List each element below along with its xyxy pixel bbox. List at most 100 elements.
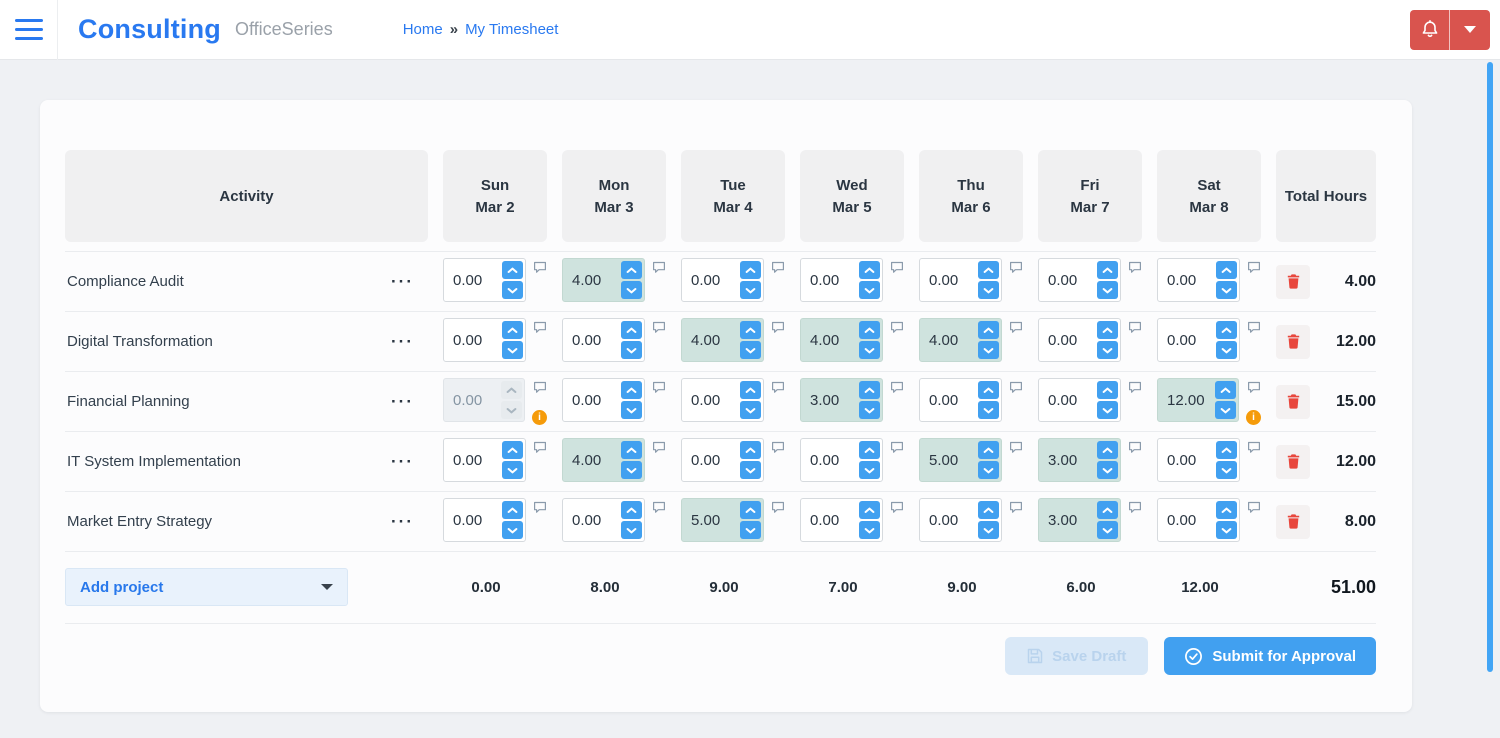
hours-input[interactable] bbox=[922, 450, 972, 470]
decrement-button[interactable] bbox=[859, 341, 880, 359]
increment-button[interactable] bbox=[978, 261, 999, 279]
row-menu-icon[interactable]: ··· bbox=[391, 392, 414, 411]
comment-icon[interactable] bbox=[1009, 441, 1023, 454]
comment-icon[interactable] bbox=[890, 321, 904, 334]
decrement-button[interactable] bbox=[1097, 521, 1118, 539]
comment-icon[interactable] bbox=[1247, 261, 1261, 274]
hours-input[interactable] bbox=[684, 270, 734, 290]
increment-button[interactable] bbox=[978, 321, 999, 339]
increment-button[interactable] bbox=[1216, 261, 1237, 279]
increment-button[interactable] bbox=[621, 381, 642, 399]
increment-button[interactable] bbox=[501, 381, 522, 399]
increment-button[interactable] bbox=[621, 501, 642, 519]
hours-input[interactable] bbox=[684, 510, 734, 530]
decrement-button[interactable] bbox=[859, 521, 880, 539]
comment-icon[interactable] bbox=[1247, 381, 1261, 394]
comment-icon[interactable] bbox=[771, 441, 785, 454]
increment-button[interactable] bbox=[740, 321, 761, 339]
increment-button[interactable] bbox=[740, 501, 761, 519]
increment-button[interactable] bbox=[1097, 321, 1118, 339]
hours-input[interactable] bbox=[1160, 270, 1210, 290]
delete-row-button[interactable] bbox=[1276, 384, 1310, 419]
increment-button[interactable] bbox=[859, 441, 880, 459]
hours-input[interactable] bbox=[684, 450, 734, 470]
increment-button[interactable] bbox=[1216, 501, 1237, 519]
hours-input[interactable] bbox=[446, 270, 496, 290]
save-draft-button[interactable]: Save Draft bbox=[1005, 637, 1149, 675]
comment-icon[interactable] bbox=[890, 261, 904, 274]
comment-icon[interactable] bbox=[1128, 501, 1142, 514]
increment-button[interactable] bbox=[1215, 381, 1236, 399]
increment-button[interactable] bbox=[1097, 441, 1118, 459]
hamburger-menu-button[interactable] bbox=[0, 0, 58, 60]
increment-button[interactable] bbox=[621, 441, 642, 459]
comment-icon[interactable] bbox=[771, 501, 785, 514]
hours-input[interactable] bbox=[922, 270, 972, 290]
increment-button[interactable] bbox=[740, 381, 761, 399]
comment-icon[interactable] bbox=[1009, 381, 1023, 394]
comment-icon[interactable] bbox=[652, 321, 666, 334]
hours-input[interactable] bbox=[446, 390, 496, 410]
increment-button[interactable] bbox=[1097, 381, 1118, 399]
add-project-dropdown[interactable]: Add project bbox=[65, 568, 348, 606]
decrement-button[interactable] bbox=[978, 401, 999, 419]
increment-button[interactable] bbox=[859, 321, 880, 339]
increment-button[interactable] bbox=[502, 441, 523, 459]
decrement-button[interactable] bbox=[740, 341, 761, 359]
decrement-button[interactable] bbox=[1097, 341, 1118, 359]
hours-input[interactable] bbox=[565, 390, 615, 410]
comment-icon[interactable] bbox=[771, 321, 785, 334]
hours-input[interactable] bbox=[1160, 450, 1210, 470]
hours-input[interactable] bbox=[922, 330, 972, 350]
comment-icon[interactable] bbox=[533, 501, 547, 514]
hours-input[interactable] bbox=[446, 330, 496, 350]
hours-input[interactable] bbox=[684, 330, 734, 350]
hours-input[interactable] bbox=[803, 390, 853, 410]
comment-icon[interactable] bbox=[1247, 501, 1261, 514]
comment-icon[interactable] bbox=[890, 501, 904, 514]
comment-icon[interactable] bbox=[1128, 321, 1142, 334]
decrement-button[interactable] bbox=[621, 401, 642, 419]
decrement-button[interactable] bbox=[1216, 281, 1237, 299]
hours-input[interactable] bbox=[446, 510, 496, 530]
decrement-button[interactable] bbox=[1216, 341, 1237, 359]
notifications-button[interactable] bbox=[1410, 9, 1450, 50]
comment-icon[interactable] bbox=[1247, 321, 1261, 334]
row-menu-icon[interactable]: ··· bbox=[391, 272, 414, 291]
decrement-button[interactable] bbox=[1097, 461, 1118, 479]
submit-for-approval-button[interactable]: Submit for Approval bbox=[1164, 637, 1376, 675]
hours-input[interactable] bbox=[803, 270, 853, 290]
breadcrumb-current-link[interactable]: My Timesheet bbox=[465, 21, 559, 38]
hours-input[interactable] bbox=[922, 510, 972, 530]
comment-icon[interactable] bbox=[533, 261, 547, 274]
hours-input[interactable] bbox=[684, 390, 734, 410]
increment-button[interactable] bbox=[1097, 261, 1118, 279]
comment-icon[interactable] bbox=[771, 261, 785, 274]
increment-button[interactable] bbox=[502, 261, 523, 279]
decrement-button[interactable] bbox=[740, 401, 761, 419]
comment-icon[interactable] bbox=[890, 381, 904, 394]
increment-button[interactable] bbox=[1216, 321, 1237, 339]
increment-button[interactable] bbox=[859, 381, 880, 399]
comment-icon[interactable] bbox=[652, 381, 666, 394]
decrement-button[interactable] bbox=[978, 521, 999, 539]
comment-icon[interactable] bbox=[1009, 261, 1023, 274]
row-menu-icon[interactable]: ··· bbox=[391, 332, 414, 351]
decrement-button[interactable] bbox=[978, 461, 999, 479]
hours-input[interactable] bbox=[922, 390, 972, 410]
decrement-button[interactable] bbox=[1097, 401, 1118, 419]
hours-input[interactable] bbox=[803, 510, 853, 530]
hours-input[interactable] bbox=[446, 450, 496, 470]
hours-input[interactable] bbox=[1041, 330, 1091, 350]
delete-row-button[interactable] bbox=[1276, 264, 1310, 299]
decrement-button[interactable] bbox=[502, 461, 523, 479]
increment-button[interactable] bbox=[502, 501, 523, 519]
decrement-button[interactable] bbox=[621, 281, 642, 299]
decrement-button[interactable] bbox=[978, 281, 999, 299]
comment-icon[interactable] bbox=[1128, 381, 1142, 394]
increment-button[interactable] bbox=[1097, 501, 1118, 519]
increment-button[interactable] bbox=[1216, 441, 1237, 459]
decrement-button[interactable] bbox=[621, 341, 642, 359]
decrement-button[interactable] bbox=[1216, 521, 1237, 539]
decrement-button[interactable] bbox=[621, 461, 642, 479]
